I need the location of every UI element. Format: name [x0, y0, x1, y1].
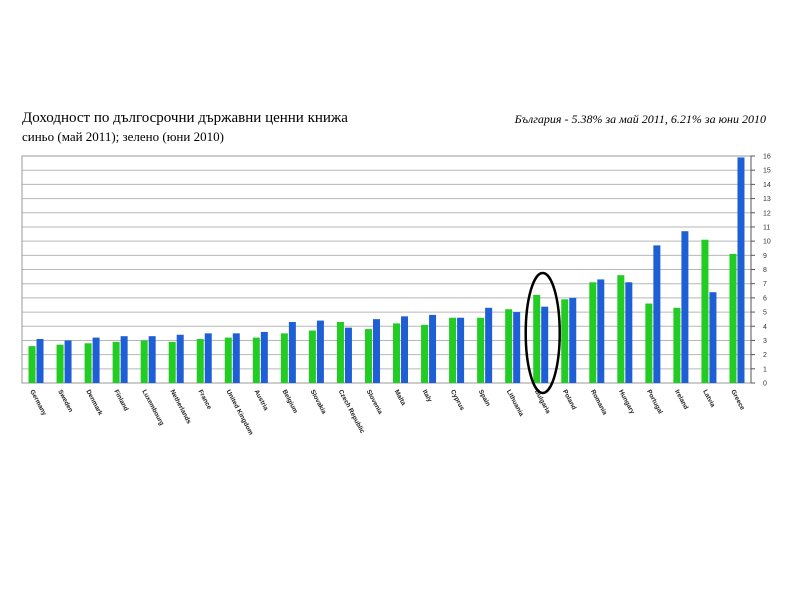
- bar-jun-2010-greece: [729, 253, 737, 383]
- bar-jun-2010-latvia: [701, 239, 709, 383]
- bar-jun-2010-lithuania: [505, 309, 513, 383]
- bar-jun-2010-denmark: [84, 343, 92, 383]
- x-tick-label: Netherlands: [168, 389, 192, 426]
- bar-may-2011-lithuania: [513, 312, 521, 383]
- x-tick-label: Ireland: [673, 389, 689, 411]
- bar-may-2011-belgium: [288, 321, 296, 383]
- bar-may-2011-france: [204, 333, 212, 383]
- bar-may-2011-bulgaria: [541, 306, 549, 383]
- bar-may-2011-slovakia: [316, 320, 324, 383]
- bar-may-2011-poland: [569, 297, 577, 383]
- bar-jun-2010-united-kingdom: [224, 337, 232, 383]
- x-tick-label: Austria: [253, 389, 270, 412]
- y-tick-label: 11: [763, 224, 770, 231]
- x-tick-label: Malta: [393, 389, 407, 407]
- y-tick-label: 5: [763, 310, 767, 317]
- bar-may-2011-slovenia: [372, 319, 380, 383]
- bar-may-2011-finland: [120, 336, 128, 383]
- y-tick-label: 10: [763, 239, 771, 246]
- x-tick-label: Italy: [421, 389, 433, 404]
- bar-may-2011-italy: [429, 314, 437, 383]
- x-tick-label: Belgium: [281, 389, 299, 415]
- x-tick-label: Greece: [729, 389, 746, 412]
- y-tick-label: 0: [763, 381, 767, 388]
- y-tick-label: 6: [763, 295, 767, 302]
- bar-jun-2010-slovakia: [308, 330, 316, 383]
- y-tick-label: 2: [763, 352, 767, 359]
- bar-jun-2010-belgium: [280, 333, 288, 383]
- bar-may-2011-denmark: [92, 337, 100, 383]
- bar-jun-2010-spain: [477, 317, 485, 383]
- x-tick-label: France: [196, 389, 212, 411]
- y-tick-label: 15: [763, 168, 771, 175]
- bar-may-2011-germany: [36, 339, 44, 383]
- bar-jun-2010-slovenia: [364, 329, 372, 383]
- bar-jun-2010-sweden: [56, 344, 64, 383]
- bar-jun-2010-germany: [28, 346, 36, 383]
- bar-may-2011-luxembourg: [148, 336, 156, 383]
- bar-jun-2010-italy: [421, 324, 429, 383]
- bar-jun-2010-ireland: [673, 307, 681, 383]
- bar-jun-2010-netherlands: [168, 341, 176, 383]
- bulgaria-note: България - 5.38% за май 2011, 6.21% за ю…: [514, 112, 766, 126]
- bar-may-2011-portugal: [653, 245, 661, 383]
- y-tick-label: 4: [763, 324, 767, 331]
- x-tick-label: Luxembourg: [140, 389, 165, 427]
- x-tick-label: Spain: [477, 389, 492, 408]
- bar-jun-2010-czech-republic: [336, 321, 344, 383]
- bar-jun-2010-hungary: [617, 275, 625, 383]
- x-tick-label: Latvia: [701, 389, 716, 409]
- bar-may-2011-cyprus: [457, 317, 465, 383]
- x-tick-label: Lithuania: [505, 389, 525, 418]
- x-tick-label: Slovakia: [309, 389, 328, 416]
- bar-may-2011-latvia: [709, 292, 717, 383]
- y-tick-label: 16: [763, 154, 771, 161]
- x-tick-label: Poland: [561, 389, 577, 411]
- x-tick-label: Hungary: [617, 389, 636, 416]
- bar-may-2011-czech-republic: [344, 327, 352, 383]
- x-tick-label: Cyprus: [449, 389, 466, 412]
- y-tick-label: 14: [763, 182, 771, 189]
- x-tick-label: Czech Republic: [337, 389, 366, 435]
- highlight-ellipse: [524, 271, 561, 395]
- y-tick-label: 1: [763, 366, 767, 373]
- bar-may-2011-sweden: [64, 340, 72, 383]
- bar-jun-2010-poland: [561, 299, 569, 383]
- x-tick-label: United Kingdom: [225, 389, 255, 437]
- bar-jun-2010-luxembourg: [140, 340, 148, 383]
- bar-may-2011-greece: [737, 157, 745, 383]
- bar-may-2011-united-kingdom: [232, 333, 240, 383]
- y-tick-label: 3: [763, 338, 767, 345]
- bar-may-2011-ireland: [681, 231, 689, 383]
- y-tick-label: 13: [763, 196, 771, 203]
- bar-may-2011-romania: [597, 279, 605, 383]
- bar-jun-2010-romania: [589, 282, 597, 383]
- bar-jun-2010-bulgaria: [533, 294, 541, 383]
- x-tick-label: Portugal: [645, 389, 664, 416]
- bar-jun-2010-cyprus: [449, 317, 457, 383]
- x-tick-label: Sweden: [56, 389, 74, 414]
- bar-jun-2010-portugal: [645, 303, 653, 383]
- bar-may-2011-hungary: [625, 282, 633, 383]
- x-tick-label: Denmark: [84, 389, 103, 417]
- x-tick-label: Germany: [28, 389, 48, 418]
- y-tick-label: 9: [763, 253, 767, 260]
- x-tick-label: Romania: [589, 389, 608, 417]
- bar-may-2011-netherlands: [176, 334, 184, 383]
- y-tick-label: 8: [763, 267, 767, 274]
- bar-jun-2010-france: [196, 339, 204, 383]
- bar-may-2011-austria: [260, 331, 268, 383]
- bar-may-2011-malta: [401, 316, 409, 383]
- x-tick-label: Finland: [112, 389, 129, 413]
- bar-jun-2010-malta: [393, 323, 401, 383]
- chart-subtitle: синьо (май 2011); зелено (юни 2010): [22, 129, 224, 144]
- bar-jun-2010-finland: [112, 341, 120, 383]
- x-tick-label: Slovenia: [365, 389, 384, 416]
- chart-title: Доходност по дългосрочни държавни ценни …: [22, 110, 348, 126]
- bar-may-2011-spain: [485, 307, 493, 383]
- y-tick-label: 12: [763, 210, 771, 217]
- bar-jun-2010-austria: [252, 337, 260, 383]
- y-tick-label: 7: [763, 281, 767, 288]
